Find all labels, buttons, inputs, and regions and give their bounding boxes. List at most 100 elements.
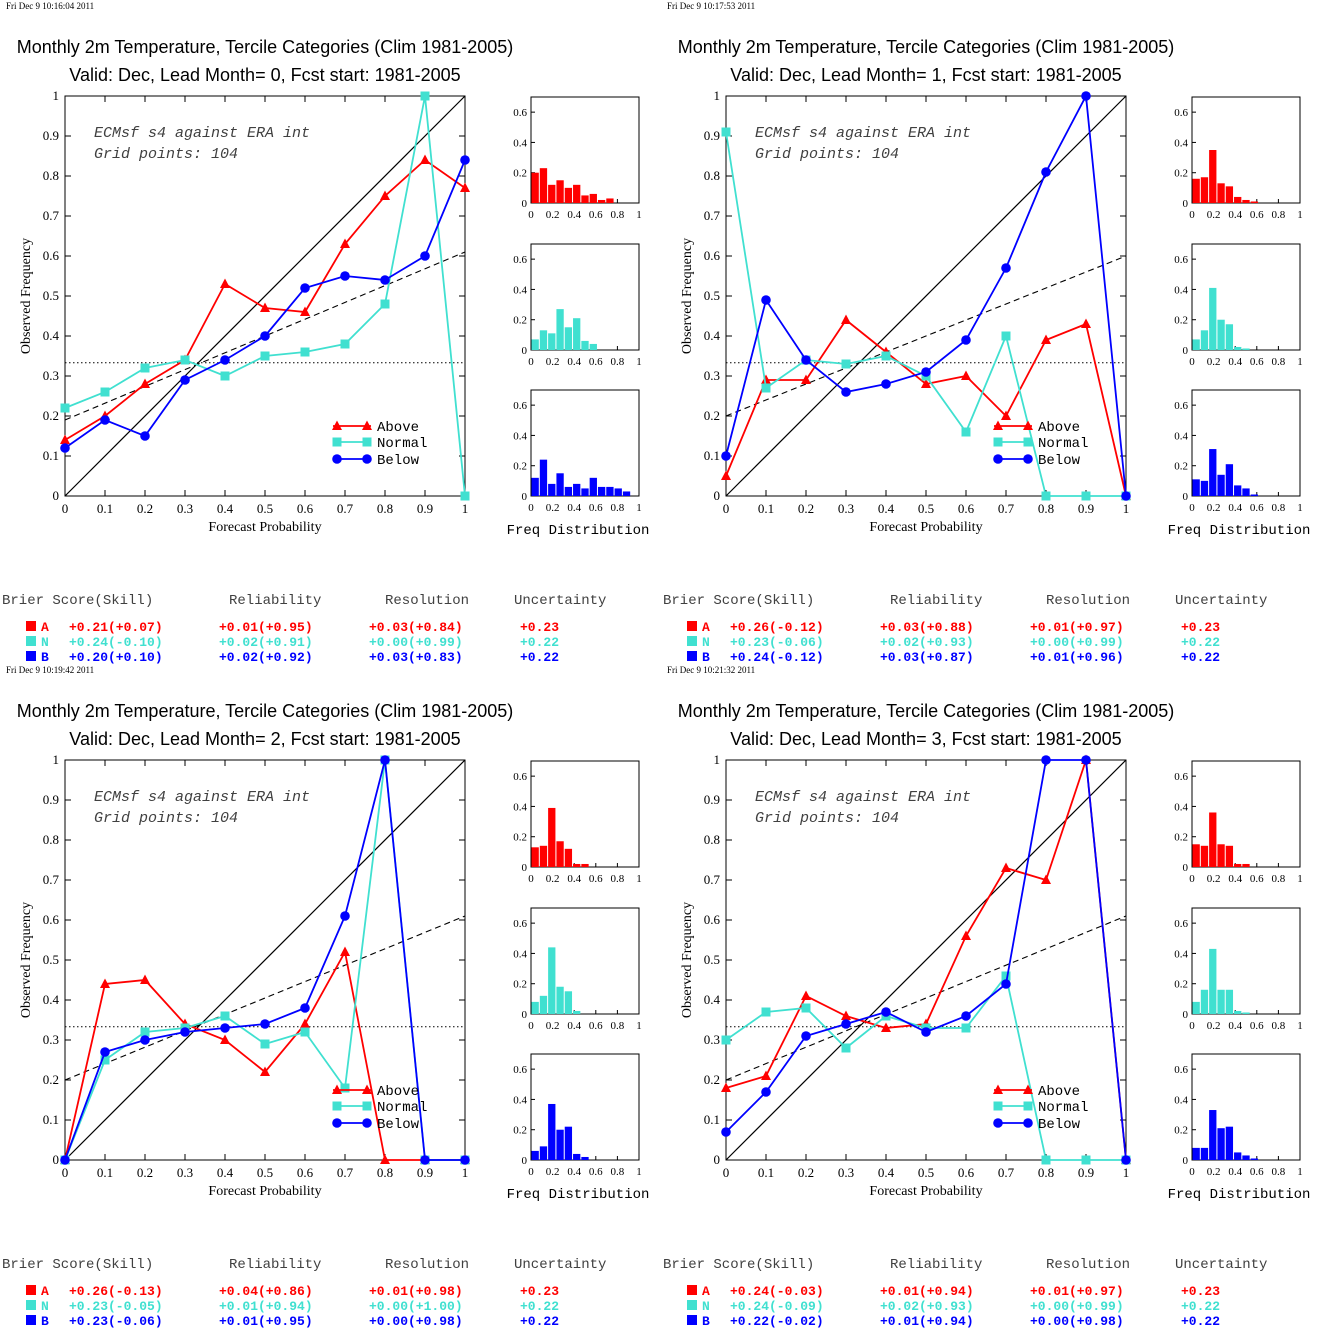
y-tick-label: 0.1 [43,1112,59,1127]
score-brier: +0.26(-0.12) [730,620,824,635]
score-uncertainty: +0.22 [1181,1314,1220,1328]
hist-x-tick-label: 1 [1297,356,1303,368]
data-point-above [260,1066,270,1076]
x-tick-label: 0.5 [257,1165,273,1180]
hist-bar-normal [556,309,564,350]
hist-y-tick-label: 0.2 [1174,979,1188,991]
hist-y-tick-label: 0.2 [513,168,527,180]
hist-axis-label: Freq Distribution [507,1187,650,1203]
data-point-below [340,271,350,281]
histogram-frame-above [1191,760,1301,868]
hist-bar-below [1225,1126,1234,1160]
y-tick-label: 0.2 [704,1072,720,1087]
x-tick-label: 1 [462,1165,469,1180]
y-tick-label: 0.9 [43,128,59,143]
hist-bar-normal [531,339,539,350]
x-tick-label: 0.7 [998,1165,1015,1180]
reliability-panel: Fri Dec 9 10:17:53 2011 Monthly 2m Temper… [661,0,1322,664]
x-tick-label: 0.3 [838,1165,854,1180]
hist-x-tick-label: 0.6 [1250,356,1264,368]
legend-label-below: Below [377,1117,420,1133]
hist-x-tick-label: 0.6 [1250,209,1264,221]
data-point-above [841,314,851,324]
x-tick-label: 0.9 [417,501,433,516]
legend-marker-normal [362,437,372,447]
score-label: B [702,650,710,664]
score-uncertainty: +0.22 [1181,635,1220,650]
y-tick-label: 0.1 [43,448,59,463]
data-point-below [100,1047,110,1057]
score-header-uncertainty: Uncertainty [1175,1257,1267,1273]
hist-x-tick-label: 0 [528,209,534,221]
score-label: N [41,1299,49,1314]
hist-x-tick-label: 0.8 [611,873,625,885]
data-point-below [721,451,731,461]
y-tick-label: 0.7 [43,872,60,887]
x-tick-label: 0.9 [1078,501,1094,516]
score-resolution: +0.01(+0.96) [1030,650,1124,664]
hist-y-tick-label: 0.4 [513,430,527,442]
data-point-normal [721,127,731,137]
score-resolution: +0.03(+0.83) [369,650,463,664]
hist-bar-above [556,841,564,867]
histogram-frame-above [530,96,640,204]
x-axis-label: Forecast Probability [208,1184,321,1199]
hist-bar-below [1250,1158,1258,1160]
hist-bar-below [589,477,597,496]
annotation-model: ECMsf s4 against ERA int [755,789,971,806]
hist-x-tick-label: 0.2 [1207,209,1221,221]
data-point-below [180,375,190,385]
hist-y-tick-label: 0 [1183,1155,1189,1167]
hist-x-tick-label: 0.8 [611,209,625,221]
score-swatch-below [26,651,36,661]
y-tick-label: 0.7 [704,208,721,223]
x-tick-label: 1 [1123,1165,1130,1180]
hist-x-tick-label: 1 [1297,1166,1303,1178]
data-point-above [961,370,971,380]
hist-bar-above [531,172,539,203]
data-point-normal [961,427,971,437]
score-reliability: +0.01(+0.94) [880,1314,974,1328]
data-point-below [60,1155,70,1165]
hist-bar-above [573,863,581,867]
data-point-above [761,1070,771,1080]
chart-title: Monthly 2m Temperature, Tercile Categori… [678,701,1175,721]
data-point-above [761,374,771,384]
y-axis-label: Observed Frequency [680,902,695,1018]
hist-bar-normal [1209,287,1217,350]
data-point-below [961,335,971,345]
hist-bar-above [581,863,589,867]
hist-bar-normal [1200,989,1209,1014]
hist-x-tick-label: 0 [1189,209,1195,221]
legend-marker-above [332,1084,342,1094]
data-point-below [140,1035,150,1045]
score-resolution: +0.00(+0.99) [1030,635,1124,650]
hist-x-tick-label: 0.4 [567,356,581,368]
data-point-above [260,302,270,312]
hist-bar-normal [564,327,573,350]
y-tick-label: 0.3 [43,368,59,383]
timestamp: Fri Dec 9 10:16:04 2011 [6,1,94,11]
series-line-above [725,318,1127,497]
hist-y-tick-label: 0.4 [1174,137,1188,149]
data-point-below [420,251,430,261]
x-tick-label: 0.4 [217,1165,234,1180]
hist-x-tick-label: 0.8 [1272,209,1286,221]
x-tick-label: 0.9 [1078,1165,1094,1180]
y-tick-label: 0.8 [704,168,720,183]
hist-x-tick-label: 0.8 [1272,356,1286,368]
x-tick-label: 0 [62,501,69,516]
hist-x-tick-label: 0.2 [1207,1166,1221,1178]
data-point-below [1001,263,1011,273]
hist-bar-normal [548,333,556,350]
score-header-reliability: Reliability [890,593,982,609]
score-header-reliability: Reliability [229,593,321,609]
hist-y-tick-label: 0.6 [513,918,527,930]
y-tick-label: 0.7 [43,208,60,223]
hist-y-tick-label: 0 [1183,491,1189,503]
score-swatch-above [687,1285,697,1295]
score-header-reliability: Reliability [890,1257,982,1273]
hist-bar-below [606,486,614,496]
legend-marker-above [362,1084,372,1094]
data-point-normal [260,1039,270,1049]
